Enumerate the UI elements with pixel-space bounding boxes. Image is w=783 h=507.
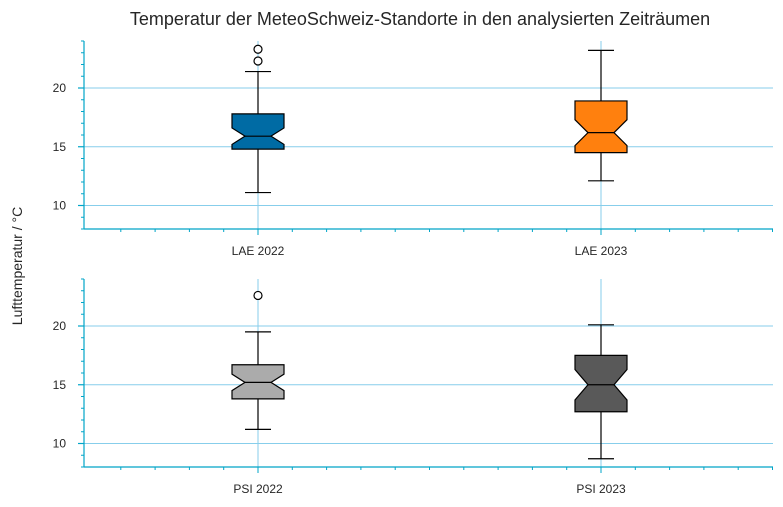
notched-box	[574, 100, 628, 154]
panel-2: 10 15 20 PSI 2022 PSI 2023	[53, 278, 773, 496]
x-tick-label: LAE 2023	[575, 244, 628, 258]
notched-box	[231, 113, 285, 150]
panel-1: 10 15 20 LAE 2022 LAE 2023	[53, 40, 773, 258]
y-tick-label: 20	[53, 319, 67, 333]
outlier-point	[253, 290, 263, 301]
box-lae-2022	[231, 44, 285, 194]
chart-title: Temperatur der MeteoSchweiz-Standorte in…	[130, 9, 710, 29]
y-tick-label: 20	[53, 81, 67, 95]
y-axis-label: Lufttemperatur / °C	[9, 207, 25, 325]
x-tick-label: PSI 2022	[233, 482, 283, 496]
y-tick-label: 10	[53, 199, 67, 213]
x-tick-label: LAE 2022	[232, 244, 285, 258]
outlier-point	[253, 44, 263, 54]
y-tick-label: 15	[53, 140, 67, 154]
box-lae-2023	[574, 49, 628, 182]
box-psi-2022	[231, 290, 285, 430]
y-tick-label: 15	[53, 378, 67, 392]
outlier-point	[253, 56, 263, 66]
box-psi-2023	[574, 324, 628, 460]
y-tick-label: 10	[53, 437, 67, 451]
x-tick-label: PSI 2023	[576, 482, 626, 496]
notched-box	[574, 354, 628, 413]
